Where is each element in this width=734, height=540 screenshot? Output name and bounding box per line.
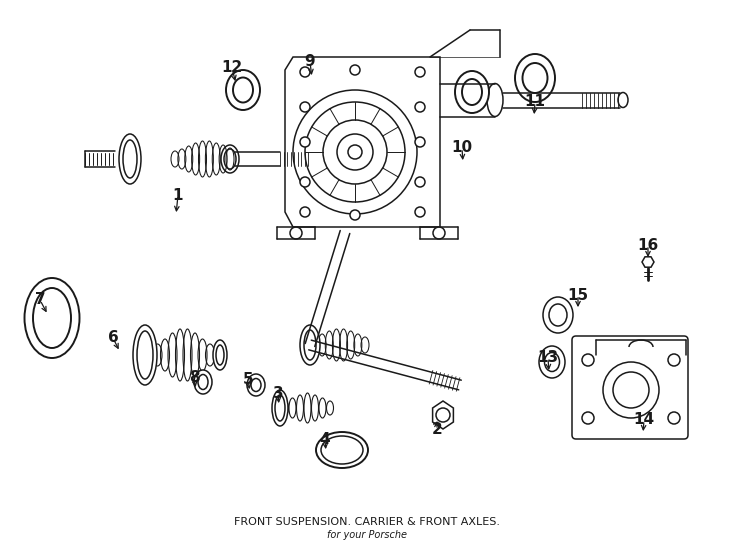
Circle shape: [668, 412, 680, 424]
Circle shape: [415, 177, 425, 187]
Polygon shape: [285, 57, 440, 227]
Circle shape: [415, 137, 425, 147]
Circle shape: [350, 65, 360, 75]
Ellipse shape: [213, 340, 227, 370]
Text: 6: 6: [108, 330, 118, 346]
Polygon shape: [432, 401, 454, 429]
FancyBboxPatch shape: [572, 336, 688, 439]
Circle shape: [290, 227, 302, 239]
Ellipse shape: [272, 390, 288, 426]
Ellipse shape: [221, 145, 239, 173]
Text: for your Porsche: for your Porsche: [327, 530, 407, 540]
Circle shape: [433, 227, 445, 239]
Circle shape: [293, 90, 417, 214]
Circle shape: [350, 210, 360, 220]
Ellipse shape: [119, 134, 141, 184]
Circle shape: [582, 354, 594, 366]
Circle shape: [300, 137, 310, 147]
Text: 1: 1: [172, 187, 184, 202]
Text: 2: 2: [432, 422, 443, 437]
Text: 9: 9: [305, 55, 316, 70]
Circle shape: [603, 362, 659, 418]
Ellipse shape: [539, 346, 565, 378]
Text: 13: 13: [537, 350, 559, 366]
Circle shape: [300, 177, 310, 187]
Circle shape: [582, 412, 594, 424]
Text: 4: 4: [320, 433, 330, 448]
Ellipse shape: [455, 71, 489, 113]
Circle shape: [415, 102, 425, 112]
Text: 14: 14: [633, 413, 655, 428]
Ellipse shape: [487, 84, 503, 117]
Circle shape: [300, 102, 310, 112]
Ellipse shape: [515, 54, 555, 102]
Ellipse shape: [300, 325, 320, 365]
Text: 7: 7: [34, 293, 46, 307]
Ellipse shape: [226, 70, 260, 110]
Text: 11: 11: [525, 94, 545, 110]
Ellipse shape: [194, 370, 212, 394]
Circle shape: [348, 145, 362, 159]
Text: 16: 16: [637, 238, 658, 253]
Text: 12: 12: [222, 60, 243, 76]
Circle shape: [300, 67, 310, 77]
Text: FRONT SUSPENSION. CARRIER & FRONT AXLES.: FRONT SUSPENSION. CARRIER & FRONT AXLES.: [234, 517, 500, 527]
Ellipse shape: [543, 297, 573, 333]
Text: 5: 5: [243, 373, 253, 388]
Text: 3: 3: [273, 386, 283, 401]
Ellipse shape: [618, 92, 628, 107]
Circle shape: [668, 354, 680, 366]
Circle shape: [415, 67, 425, 77]
Polygon shape: [642, 257, 654, 267]
Circle shape: [300, 207, 310, 217]
Ellipse shape: [24, 278, 79, 358]
Ellipse shape: [316, 432, 368, 468]
Ellipse shape: [133, 325, 157, 385]
Circle shape: [415, 207, 425, 217]
Text: 15: 15: [567, 287, 589, 302]
Text: 8: 8: [189, 369, 200, 384]
Ellipse shape: [247, 374, 265, 396]
Text: 10: 10: [451, 140, 473, 156]
